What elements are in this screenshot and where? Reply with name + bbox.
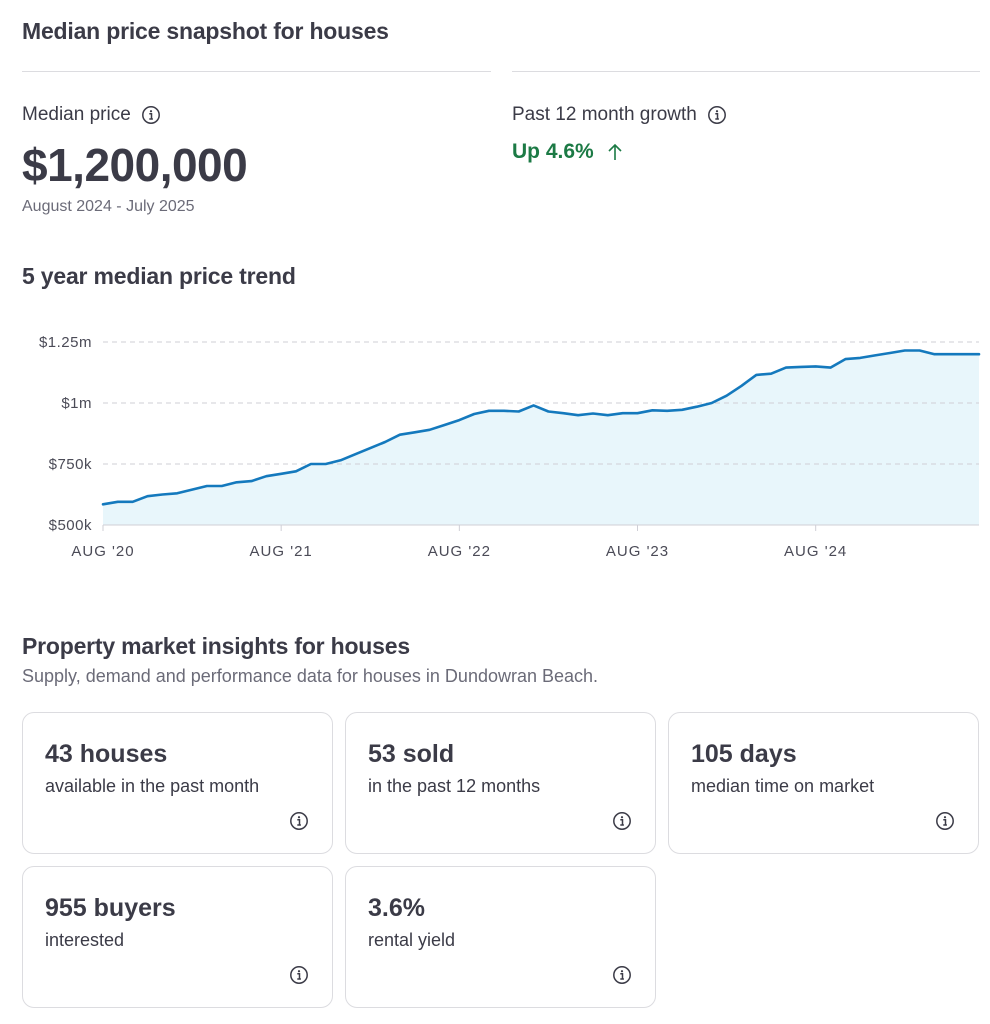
price-trend-chart: $1.25m $1m $750k $500k AUG '20 AUG '21 AUG '22… bbox=[39, 334, 981, 560]
insight-card-buyers: 955 buyers interested bbox=[22, 866, 333, 1008]
median-info-icon[interactable] bbox=[141, 105, 161, 125]
card-description: median time on market bbox=[691, 776, 875, 796]
snapshot-title: Median price snapshot for houses bbox=[22, 18, 389, 44]
insight-card-sold: 53 sold in the past 12 months bbox=[345, 712, 656, 854]
card-description: in the past 12 months bbox=[368, 776, 541, 796]
card-value: 53 sold bbox=[368, 740, 455, 768]
median-price-label: Median price bbox=[22, 104, 161, 126]
insight-card-available: 43 houses available in the past month bbox=[22, 712, 333, 854]
card-value: 3.6% bbox=[368, 894, 425, 922]
info-icon[interactable] bbox=[289, 965, 309, 985]
median-price-value: $1,200,000 bbox=[22, 139, 248, 191]
growth-value-text: Up 4.6% bbox=[512, 140, 594, 163]
insights-title: Property market insights for houses bbox=[22, 633, 410, 659]
growth-label: Past 12 month growth bbox=[512, 104, 727, 126]
arrow-up-icon bbox=[606, 142, 624, 162]
x-tick-label: AUG '20 bbox=[71, 543, 134, 560]
card-description: interested bbox=[45, 930, 125, 950]
chart-area-fill bbox=[103, 350, 979, 525]
x-tick-label: AUG '23 bbox=[606, 543, 669, 560]
insight-card-rental-yield: 3.6% rental yield bbox=[345, 866, 656, 1008]
y-tick-label: $500k bbox=[49, 517, 92, 534]
median-price-label-text: Median price bbox=[22, 104, 131, 125]
growth-value: Up 4.6% bbox=[512, 140, 624, 164]
card-value: 105 days bbox=[691, 740, 797, 768]
card-description: rental yield bbox=[368, 930, 456, 950]
series-line bbox=[101, 349, 981, 506]
info-icon[interactable] bbox=[289, 811, 309, 831]
x-tick-label: AUG '24 bbox=[784, 543, 847, 560]
x-tick-label: AUG '22 bbox=[428, 543, 491, 560]
card-value: 955 buyers bbox=[45, 894, 176, 922]
insight-card-time-on-market: 105 days median time on market bbox=[668, 712, 979, 854]
x-tick-label: AUG '21 bbox=[250, 543, 313, 560]
insights-subtitle: Supply, demand and performance data for … bbox=[22, 666, 599, 686]
info-icon[interactable] bbox=[612, 965, 632, 985]
y-tick-label: $1m bbox=[61, 395, 92, 412]
y-tick-label: $750k bbox=[49, 456, 92, 473]
divider-right bbox=[512, 71, 980, 72]
trend-title: 5 year median price trend bbox=[22, 263, 296, 289]
divider-left bbox=[22, 71, 491, 72]
median-price-period: August 2024 - July 2025 bbox=[22, 198, 195, 215]
card-value: 43 houses bbox=[45, 740, 168, 768]
growth-label-text: Past 12 month growth bbox=[512, 104, 697, 125]
info-icon[interactable] bbox=[935, 811, 955, 831]
growth-info-icon[interactable] bbox=[707, 105, 727, 125]
info-icon[interactable] bbox=[612, 811, 632, 831]
y-tick-label: $1.25m bbox=[39, 334, 92, 351]
card-description: available in the past month bbox=[45, 776, 260, 796]
